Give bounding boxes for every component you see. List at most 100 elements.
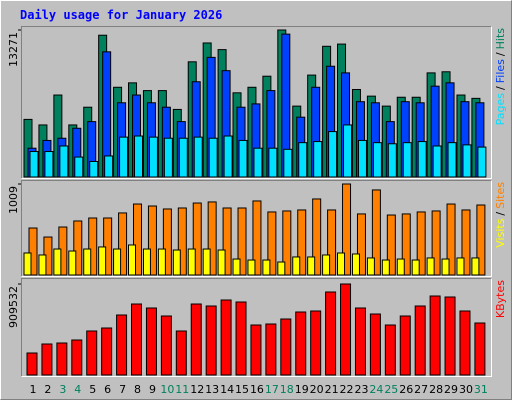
bar: [340, 283, 352, 376]
bar: [417, 141, 427, 178]
bar: [411, 259, 420, 276]
bar: [86, 330, 98, 376]
chart-title: Daily usage for January 2026: [20, 8, 222, 22]
x-tick-label: 4: [74, 383, 81, 396]
bar: [371, 189, 381, 276]
panel-edge-light: [21, 180, 492, 277]
bar: [238, 139, 248, 178]
bar: [447, 142, 457, 178]
bar: [68, 250, 77, 276]
bar: [116, 314, 128, 376]
bar: [369, 313, 381, 376]
bar: [113, 248, 122, 276]
bar: [268, 147, 278, 178]
panel-edge-light: [21, 26, 492, 179]
bar: [101, 327, 113, 376]
bar: [401, 213, 411, 276]
bar: [292, 256, 301, 276]
bar: [89, 160, 99, 178]
bar: [83, 248, 92, 276]
x-tick-label: 28: [429, 383, 443, 396]
x-tick-label: 30: [459, 383, 473, 396]
x-tick-label: 15: [235, 383, 249, 396]
x-tick-label: 7: [119, 383, 126, 396]
legend-entry: Pages: [494, 93, 507, 126]
legend-entry: Sites: [494, 182, 507, 209]
bar: [177, 207, 187, 276]
legend-entry: Hits: [494, 28, 507, 50]
bar: [208, 137, 218, 178]
bar: [342, 183, 352, 276]
bar: [53, 248, 62, 276]
legend-entry: Files: [494, 59, 507, 83]
bar: [187, 248, 196, 276]
bar: [277, 261, 286, 276]
bar: [446, 203, 456, 276]
bar: [426, 257, 435, 276]
bar: [325, 291, 337, 376]
bar: [193, 136, 203, 178]
bar: [207, 201, 217, 276]
bar: [267, 211, 277, 276]
x-tick-label: 12: [190, 383, 204, 396]
x-tick-label: 29: [444, 383, 458, 396]
bar: [142, 248, 151, 276]
y-tick-label: 13271: [7, 32, 20, 67]
x-tick-label: 23: [354, 383, 368, 396]
x-tick-label: 21: [325, 383, 339, 396]
bar: [56, 342, 68, 376]
bar: [220, 299, 232, 376]
bar: [217, 249, 226, 276]
x-tick-label: 14: [220, 383, 234, 396]
bar: [310, 310, 322, 376]
x-tick-label: 20: [310, 383, 324, 396]
bar: [44, 151, 54, 178]
bar: [444, 296, 456, 376]
bar: [456, 257, 465, 276]
bar: [384, 324, 396, 376]
bar: [386, 214, 396, 276]
bar: [74, 156, 84, 178]
bar: [223, 135, 233, 178]
x-tick-label: 1: [30, 383, 37, 396]
bar: [73, 220, 83, 276]
x-tick-label: 9: [149, 383, 156, 396]
bar: [282, 210, 292, 276]
legend-separator: /: [494, 86, 507, 90]
bar: [343, 124, 353, 178]
x-tick-label: 11: [175, 383, 189, 396]
bar: [387, 143, 397, 178]
bar: [71, 339, 83, 376]
bar: [283, 148, 293, 178]
x-tick-label: 25: [384, 383, 398, 396]
bar: [416, 211, 426, 276]
legend-entry: Visits: [494, 218, 507, 247]
bar: [429, 295, 441, 376]
bar: [474, 322, 486, 376]
bar: [297, 209, 307, 276]
bar: [162, 208, 172, 276]
bar: [128, 244, 137, 276]
bar: [178, 137, 188, 178]
bar: [29, 151, 39, 178]
y-tick-label: 909532: [7, 286, 20, 328]
x-tick-label: 22: [340, 383, 354, 396]
bar: [237, 207, 247, 276]
bar: [477, 146, 487, 178]
bar: [134, 135, 144, 178]
bar: [322, 254, 331, 276]
bar: [205, 305, 217, 376]
bar: [118, 212, 128, 276]
x-tick-label: 17: [265, 383, 279, 396]
bar: [366, 257, 375, 276]
bar: [222, 207, 232, 276]
x-tick-label: 8: [134, 383, 141, 396]
x-tick-label: 2: [44, 383, 51, 396]
panel-edge-dark: [21, 278, 492, 377]
bar: [381, 259, 390, 276]
bar: [172, 249, 181, 276]
bar: [307, 256, 316, 276]
bar: [232, 258, 241, 276]
bar: [252, 200, 262, 276]
